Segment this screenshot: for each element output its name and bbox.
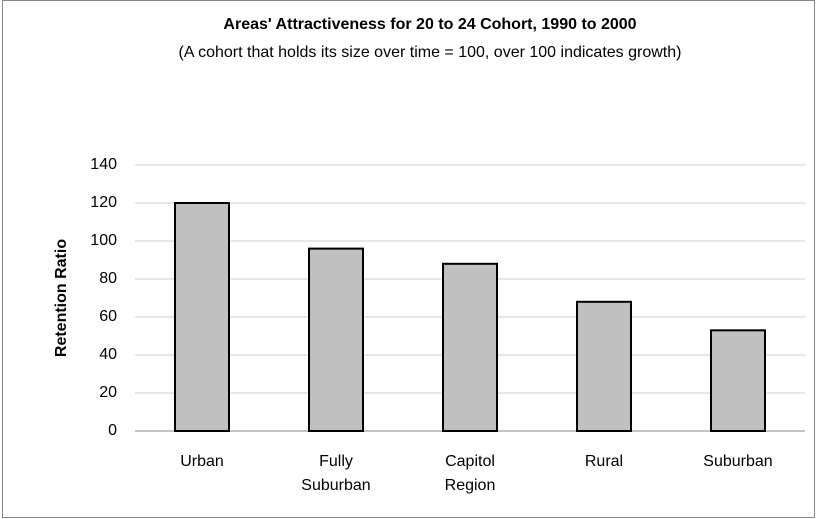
y-tick-label: 20 <box>99 384 117 401</box>
x-tick-label: Fully Suburban <box>301 453 371 494</box>
y-tick-label: 0 <box>108 422 117 439</box>
x-tick-label: Capitol Region <box>444 453 496 494</box>
bar <box>308 247 364 432</box>
y-axis-label: Retention Ratio <box>53 239 70 357</box>
y-tick-label: 40 <box>99 346 117 363</box>
chart-subtitle: (A cohort that holds its size over time … <box>178 44 682 61</box>
bar <box>174 202 230 432</box>
y-tick-label: 60 <box>99 308 117 325</box>
bar <box>576 300 632 432</box>
chart-title: Areas' Attractiveness for 20 to 24 Cohor… <box>223 16 637 33</box>
x-tick-label: Suburban <box>703 453 773 470</box>
y-tick-label: 80 <box>99 270 117 287</box>
bar <box>710 329 766 432</box>
bar <box>442 262 498 432</box>
x-tick-label: Rural <box>584 453 624 470</box>
y-tick-label: 100 <box>90 232 117 249</box>
y-tick-label: 120 <box>90 194 117 211</box>
y-tick-label: 140 <box>90 156 117 173</box>
x-tick-label: Urban <box>180 453 224 470</box>
